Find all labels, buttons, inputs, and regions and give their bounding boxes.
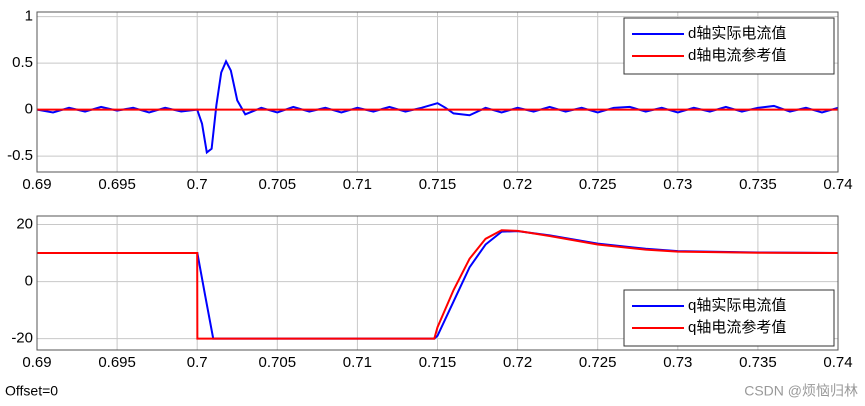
legend-label: q轴电流参考值 [688,319,786,336]
plot-border [36,215,839,351]
legend-box [623,17,835,75]
x-tick-label: 0.7 [187,354,208,371]
x-tick-label: 0.74 [823,176,852,193]
y-tick-label: -0.5 [7,147,33,164]
y-tick-label: -20 [11,330,33,347]
offset-label: Offset=0 [5,383,58,399]
subplot: 0.69 0.695 0.7 0.705 0.71 0.715 0.72 0.725 0.73 0… [7,8,852,193]
y-tick-label: 1 [25,8,33,25]
legend-label: d轴电流参考值 [688,47,786,64]
x-tick-label: 0.72 [503,354,532,371]
watermark: CSDN @烦恼归林 [744,383,858,399]
x-tick-label: 0.71 [343,176,372,193]
x-tick-label: 0.695 [98,354,136,371]
data-line [37,229,838,340]
x-tick-label: 0.715 [419,176,457,193]
x-tick-label: 0.725 [579,354,617,371]
x-tick-label: 0.73 [663,354,692,371]
x-tick-label: 0.705 [259,176,297,193]
x-tick-label: 0.735 [739,176,777,193]
x-tick-label: 0.69 [22,176,51,193]
y-tick-label: 0 [25,273,33,290]
x-tick-label: 0.705 [259,354,297,371]
y-tick-label: 20 [16,216,33,233]
x-tick-label: 0.715 [419,354,457,371]
y-tick-label: 0 [25,101,33,118]
x-tick-label: 0.73 [663,176,692,193]
legend-label: q轴实际电流值 [688,297,786,314]
x-tick-label: 0.74 [823,354,852,371]
legend-box [623,289,835,347]
subplot: 0.69 0.695 0.7 0.705 0.71 0.715 0.72 0.725 0.73 0… [11,215,853,371]
x-tick-label: 0.69 [22,354,51,371]
x-tick-label: 0.71 [343,354,372,371]
plot-border [36,11,839,173]
y-tick-label: 0.5 [12,54,33,71]
x-tick-label: 0.735 [739,354,777,371]
x-tick-label: 0.695 [98,176,136,193]
x-tick-label: 0.72 [503,176,532,193]
x-tick-label: 0.7 [187,176,208,193]
x-tick-label: 0.725 [579,176,617,193]
legend-label: d轴实际电流值 [688,25,786,42]
